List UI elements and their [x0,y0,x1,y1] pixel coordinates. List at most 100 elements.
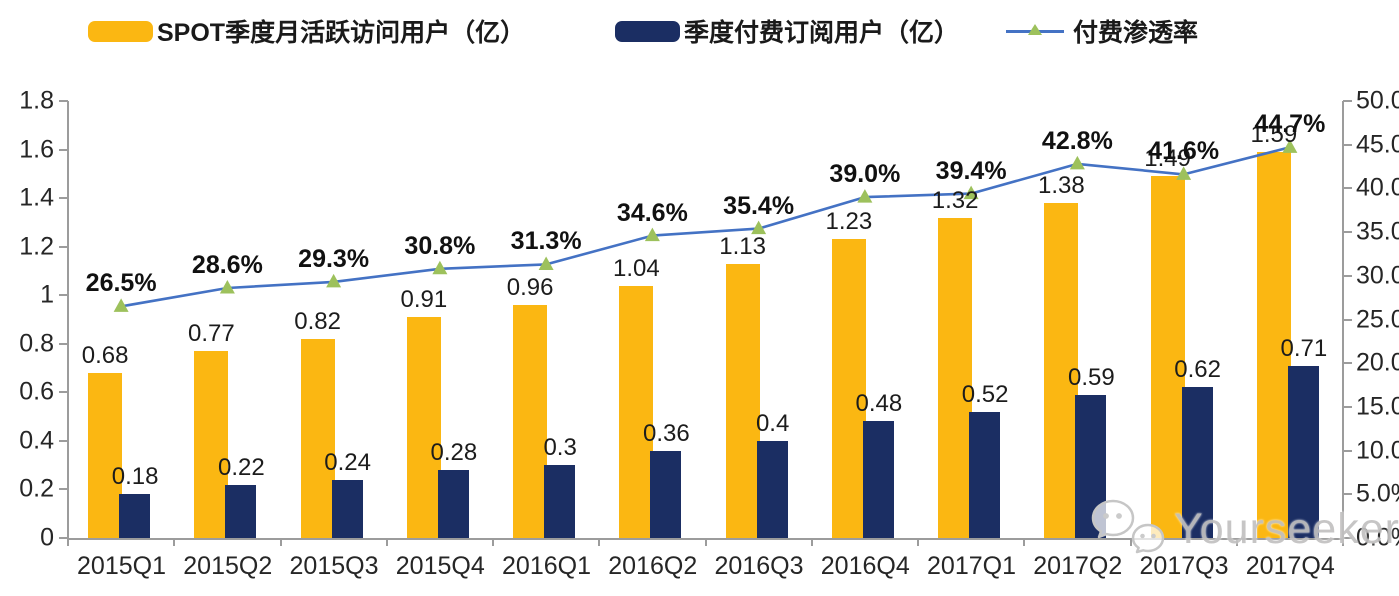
left-axis-tick [59,391,68,394]
bar-mau [1256,151,1291,538]
mau-value-label: 1.49 [1144,145,1191,173]
bar-subscribers [119,494,151,538]
x-axis-tick [67,538,69,546]
left-axis-tick-label: 1.4 [19,183,54,212]
bar-subscribers [225,484,257,538]
subscribers-value-label: 0.48 [855,390,903,418]
bar-mau [194,351,229,538]
left-axis-tick-label: 0 [40,523,54,552]
bar-mau [513,304,548,538]
bar-mau [1150,176,1185,538]
x-axis-label: 2017Q3 [1139,552,1229,580]
left-axis-tick-label: 0.4 [19,426,54,455]
line-marker [644,227,660,242]
penetration-value-label: 42.8% [1041,126,1113,155]
subscribers-value-label: 0.18 [111,463,159,491]
left-axis-tick-label: 1.8 [19,86,54,115]
subscribers-value-label: 0.4 [755,409,790,437]
penetration-value-label: 30.8% [404,231,476,260]
bar-mau [300,338,335,538]
right-axis-tick [1343,143,1352,146]
bar-mau [831,239,866,538]
line-marker [219,280,235,294]
right-axis-tick [1343,100,1352,102]
line-marker [751,220,767,235]
line-marker [432,260,448,275]
subscribers-value-label: 0.3 [543,434,577,462]
right-axis-tick [1343,449,1352,452]
mau-value-label: 0.68 [81,341,129,369]
subscribers-value-label: 0.59 [1068,363,1115,391]
right-axis-tick [1343,274,1352,277]
x-axis-tick [1342,538,1344,546]
subscribers-value-label: 0.24 [324,448,371,476]
mau-value-label: 1.23 [825,208,873,236]
x-axis-label: 2015Q3 [289,552,379,580]
left-axis-tick [59,100,68,102]
x-axis-label: 2017Q4 [1245,552,1335,580]
plot-area: 0.68 0.18 26.5% 0.77 0.22 28.6% 0.82 0.24 29.3% 0… [68,101,1343,538]
bar-subscribers [1287,365,1319,538]
mau-value-label: 1.04 [613,254,660,282]
penetration-value-label: 39.0% [829,160,901,189]
left-axis-tick [59,488,68,491]
line-marker [1282,139,1298,153]
right-axis-tick-label: 35.0% [1356,217,1399,246]
x-axis-label: 2017Q2 [1033,552,1123,580]
left-axis-tick-label: 1 [40,280,54,309]
x-axis-tick [279,538,282,546]
bar-mau [619,285,654,538]
right-axis-tick-label: 40.0% [1356,173,1399,202]
x-axis-tick [492,538,494,546]
bar-subscribers [544,465,576,538]
left-axis-tick [59,342,68,345]
bar-subscribers [650,450,682,538]
bar-mau [1044,202,1079,538]
mau-value-label: 1.13 [719,232,766,260]
right-axis-tick-label: 15.0% [1356,392,1399,421]
bar-subscribers [1181,387,1213,538]
right-axis-tick [1343,187,1352,190]
legend-label-subscribers: 季度付费订阅用户（亿） [684,19,960,47]
mau-value-label: 0.82 [294,307,341,335]
x-axis-label: 2015Q1 [77,552,166,580]
penetration-value-label: 35.4% [723,191,795,220]
mau-value-label: 0.96 [506,273,554,301]
mau-value-label: 1.32 [931,186,979,214]
left-axis-tick [59,439,68,442]
x-axis-label: 2016Q4 [820,552,910,580]
penetration-value-label: 41.6% [1148,137,1220,166]
right-axis-tick-label: 0.0% [1356,523,1399,552]
bar-subscribers [862,421,894,538]
left-axis-line [67,101,69,540]
x-axis-tick [385,538,388,546]
left-axis-tick [59,537,68,539]
right-axis-tick [1343,405,1352,408]
mau-value-label: 1.38 [1038,171,1085,199]
bar-mau [88,372,123,538]
x-axis-label: 2016Q3 [714,552,804,580]
right-axis-tick [1343,493,1352,496]
bar-subscribers [969,411,1001,538]
line-marker [857,189,873,203]
line-marker [1176,166,1192,180]
subscribers-value-label: 0.62 [1174,356,1221,384]
x-axis-label: 2016Q1 [502,552,591,580]
x-axis-tick [598,538,601,546]
right-axis-tick-label: 50.0% [1356,86,1399,115]
left-axis-tick [59,294,68,297]
legend-item-mau: SPOT季度月活跃访问用户（亿） [88,16,525,47]
right-axis-tick-label: 10.0% [1356,436,1399,465]
mau-value-label: 0.77 [188,320,235,348]
penetration-line-chart [113,139,1298,312]
penetration-value-label: 39.4% [935,156,1007,185]
right-axis-tick-label: 45.0% [1356,130,1399,159]
x-axis-tick [917,538,919,546]
left-axis-tick-label: 1.6 [19,135,54,164]
mau-value-label: 0.91 [400,286,448,314]
right-axis-line [1342,101,1344,540]
subscribers-value-label: 0.52 [961,380,1009,408]
left-axis-tick-label: 0.2 [19,474,54,503]
penetration-value-label: 28.6% [191,251,263,280]
